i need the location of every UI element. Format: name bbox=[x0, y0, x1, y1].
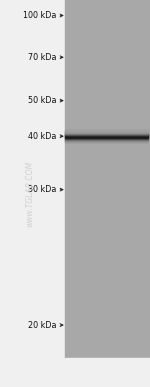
Bar bbox=[65, 358, 150, 387]
Text: 30 kDa: 30 kDa bbox=[28, 185, 56, 194]
Text: 70 kDa: 70 kDa bbox=[28, 53, 56, 62]
Bar bbox=[65, 0, 150, 358]
Text: 50 kDa: 50 kDa bbox=[28, 96, 56, 105]
Text: 40 kDa: 40 kDa bbox=[28, 132, 56, 141]
Bar bbox=[0, 0, 65, 387]
Text: 100 kDa: 100 kDa bbox=[23, 11, 56, 20]
Text: www.TGLAB.COM: www.TGLAB.COM bbox=[26, 160, 34, 227]
Text: 20 kDa: 20 kDa bbox=[28, 320, 56, 330]
